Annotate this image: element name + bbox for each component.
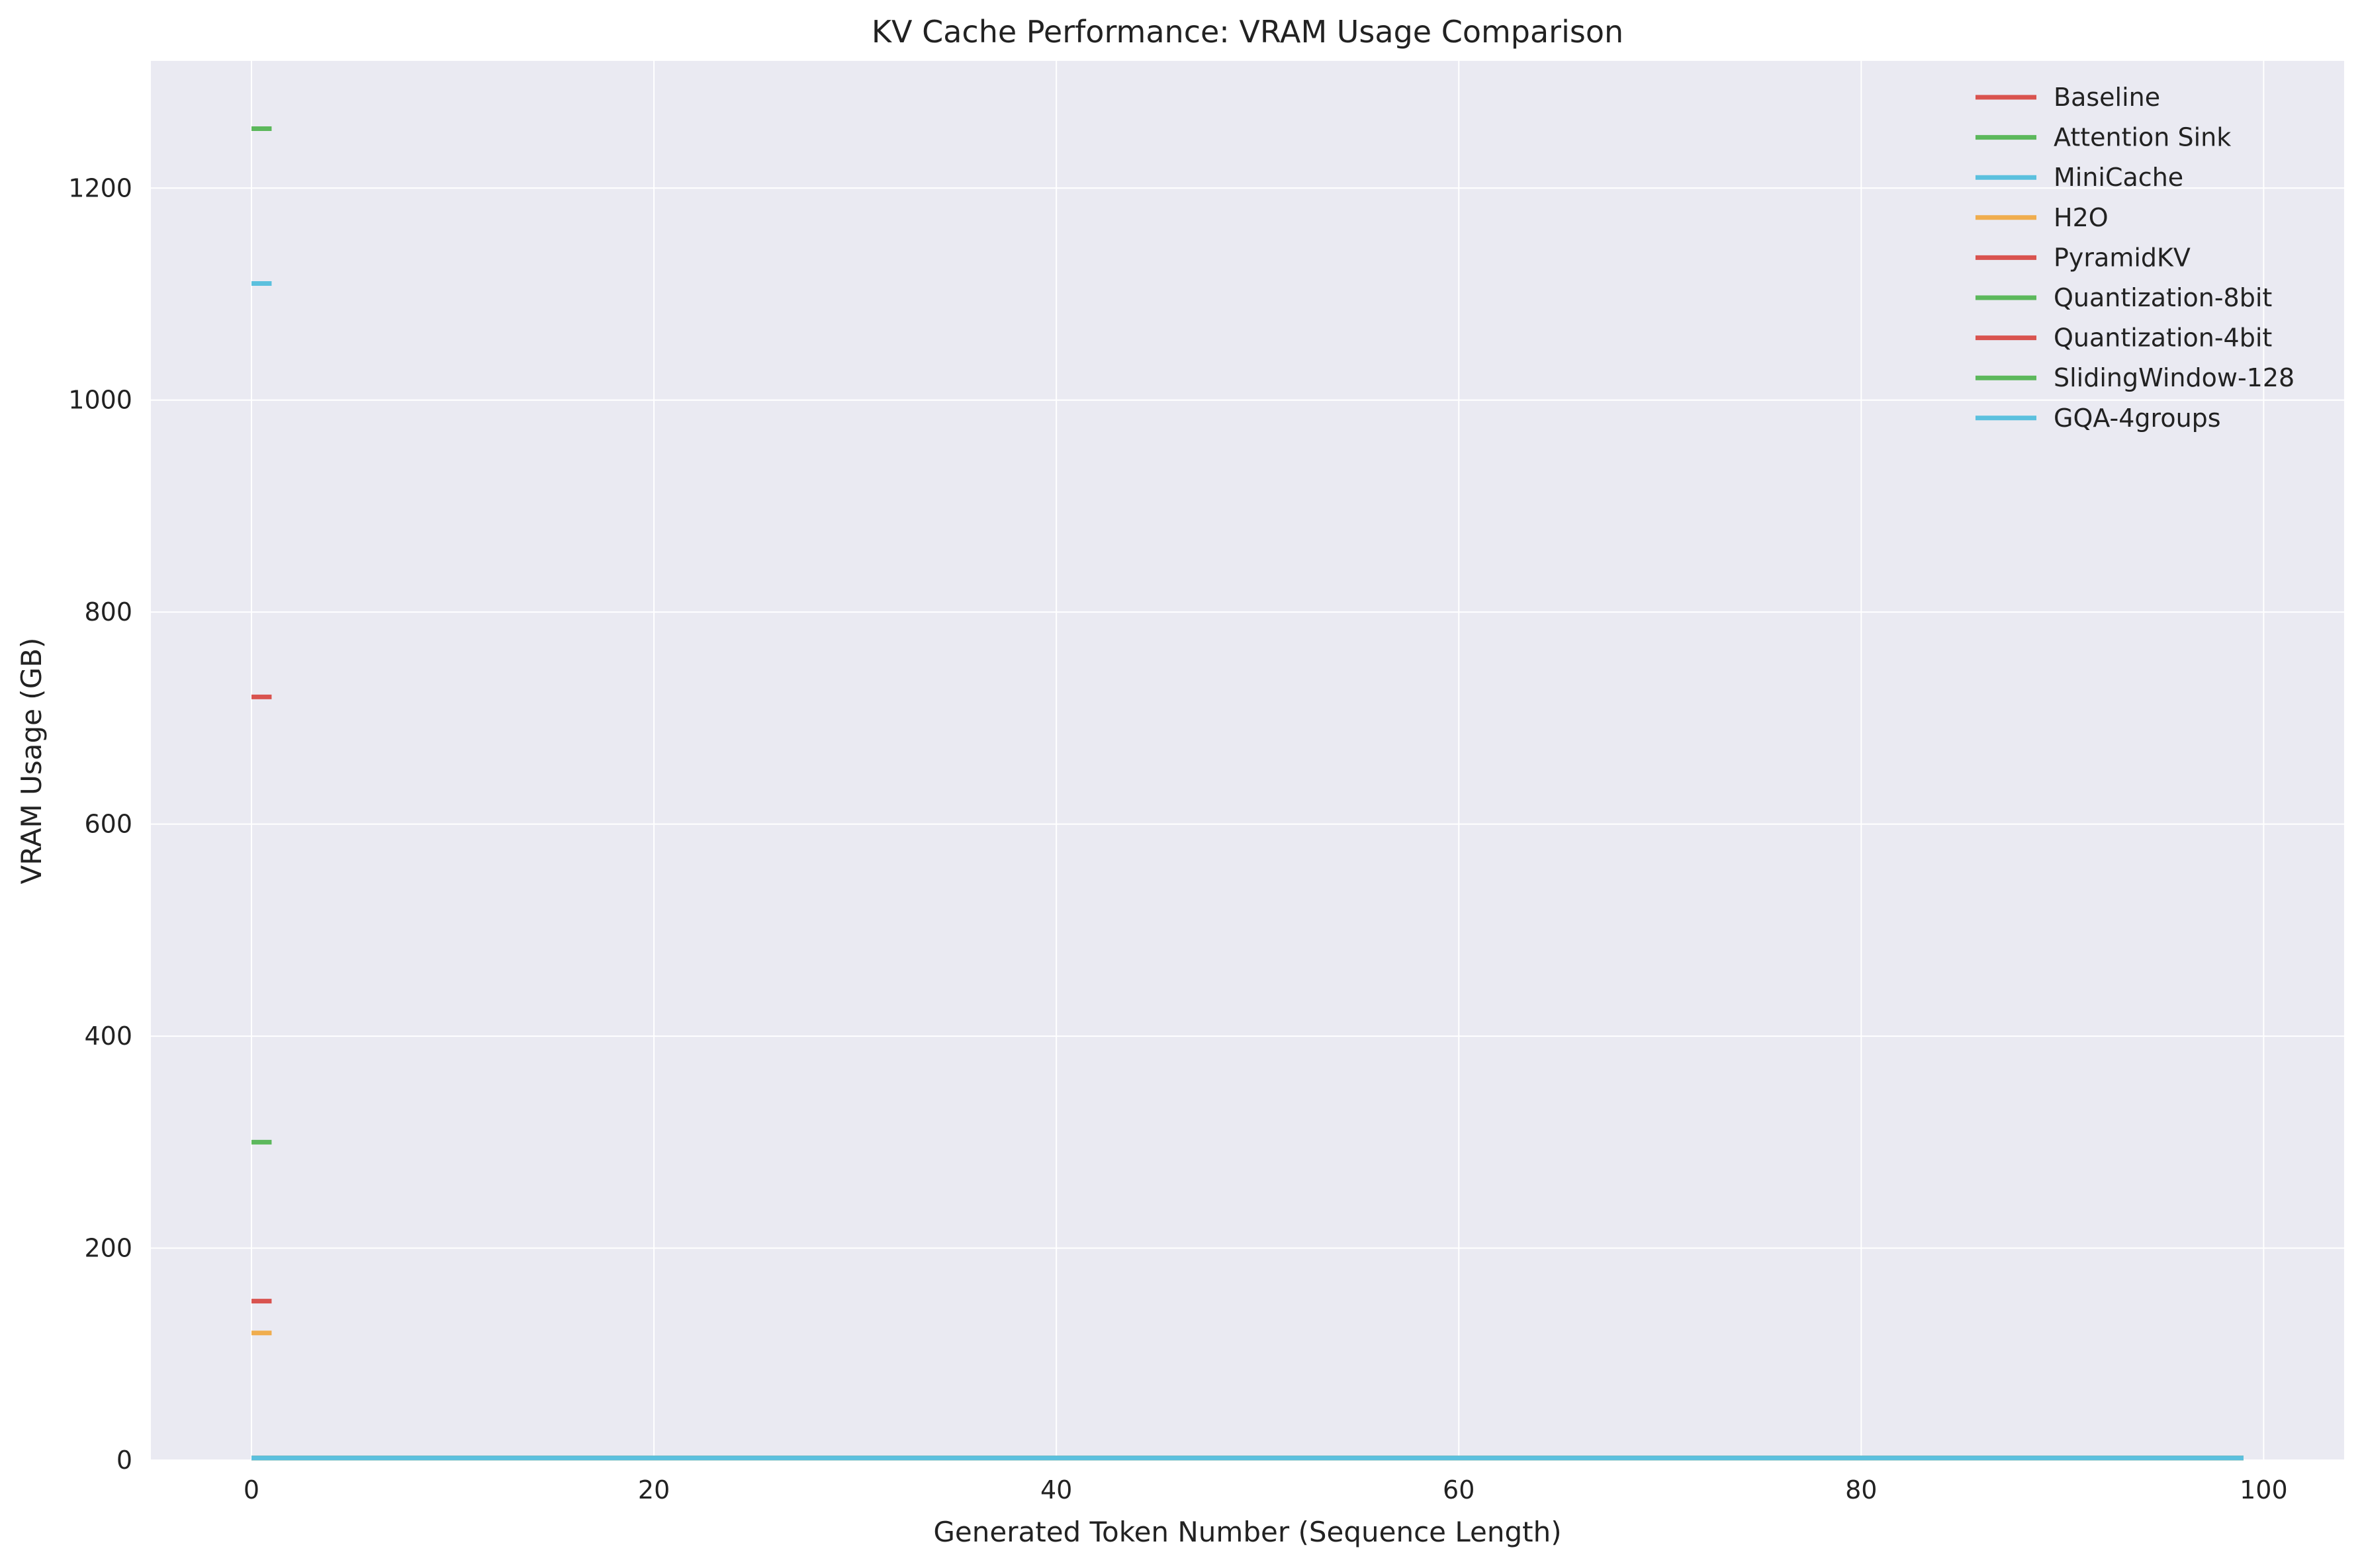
y-tick-label: 200 (84, 1234, 132, 1263)
x-tick-label: 0 (244, 1475, 259, 1504)
legend-label: Quantization-8bit (2054, 283, 2272, 312)
y-axis-label: VRAM Usage (GB) (15, 638, 48, 885)
y-tick-label: 0 (116, 1446, 132, 1475)
chart-title: KV Cache Performance: VRAM Usage Compari… (872, 14, 1623, 50)
x-tick-label: 100 (2240, 1475, 2288, 1504)
legend-label: SlidingWindow-128 (2054, 363, 2294, 392)
legend-label: GQA-4groups (2054, 404, 2221, 433)
legend-label: Attention Sink (2054, 123, 2231, 152)
x-tick-label: 80 (1845, 1475, 1877, 1504)
x-tick-label: 20 (638, 1475, 670, 1504)
y-tick-label: 400 (84, 1022, 132, 1051)
y-tick-label: 1200 (68, 173, 132, 202)
legend-label: Quantization-4bit (2054, 324, 2272, 353)
legend-label: PyramidKV (2054, 243, 2191, 272)
legend: Baseline Attention Sink MiniCache H2O Pyrami… (1976, 83, 2294, 433)
x-tick-label: 40 (1040, 1475, 1072, 1504)
x-tick-label: 60 (1443, 1475, 1475, 1504)
legend-label: MiniCache (2054, 163, 2183, 192)
legend-label: Baseline (2054, 83, 2160, 112)
y-tick-label: 1000 (68, 386, 132, 415)
legend-label: H2O (2054, 203, 2109, 232)
series-layer (251, 126, 2244, 1461)
x-axis-label: Generated Token Number (Sequence Length) (933, 1516, 1561, 1548)
y-tick-label: 800 (84, 597, 132, 627)
grid (151, 61, 2344, 1461)
plot-area (151, 61, 2344, 1460)
y-tick-label: 600 (84, 810, 132, 839)
